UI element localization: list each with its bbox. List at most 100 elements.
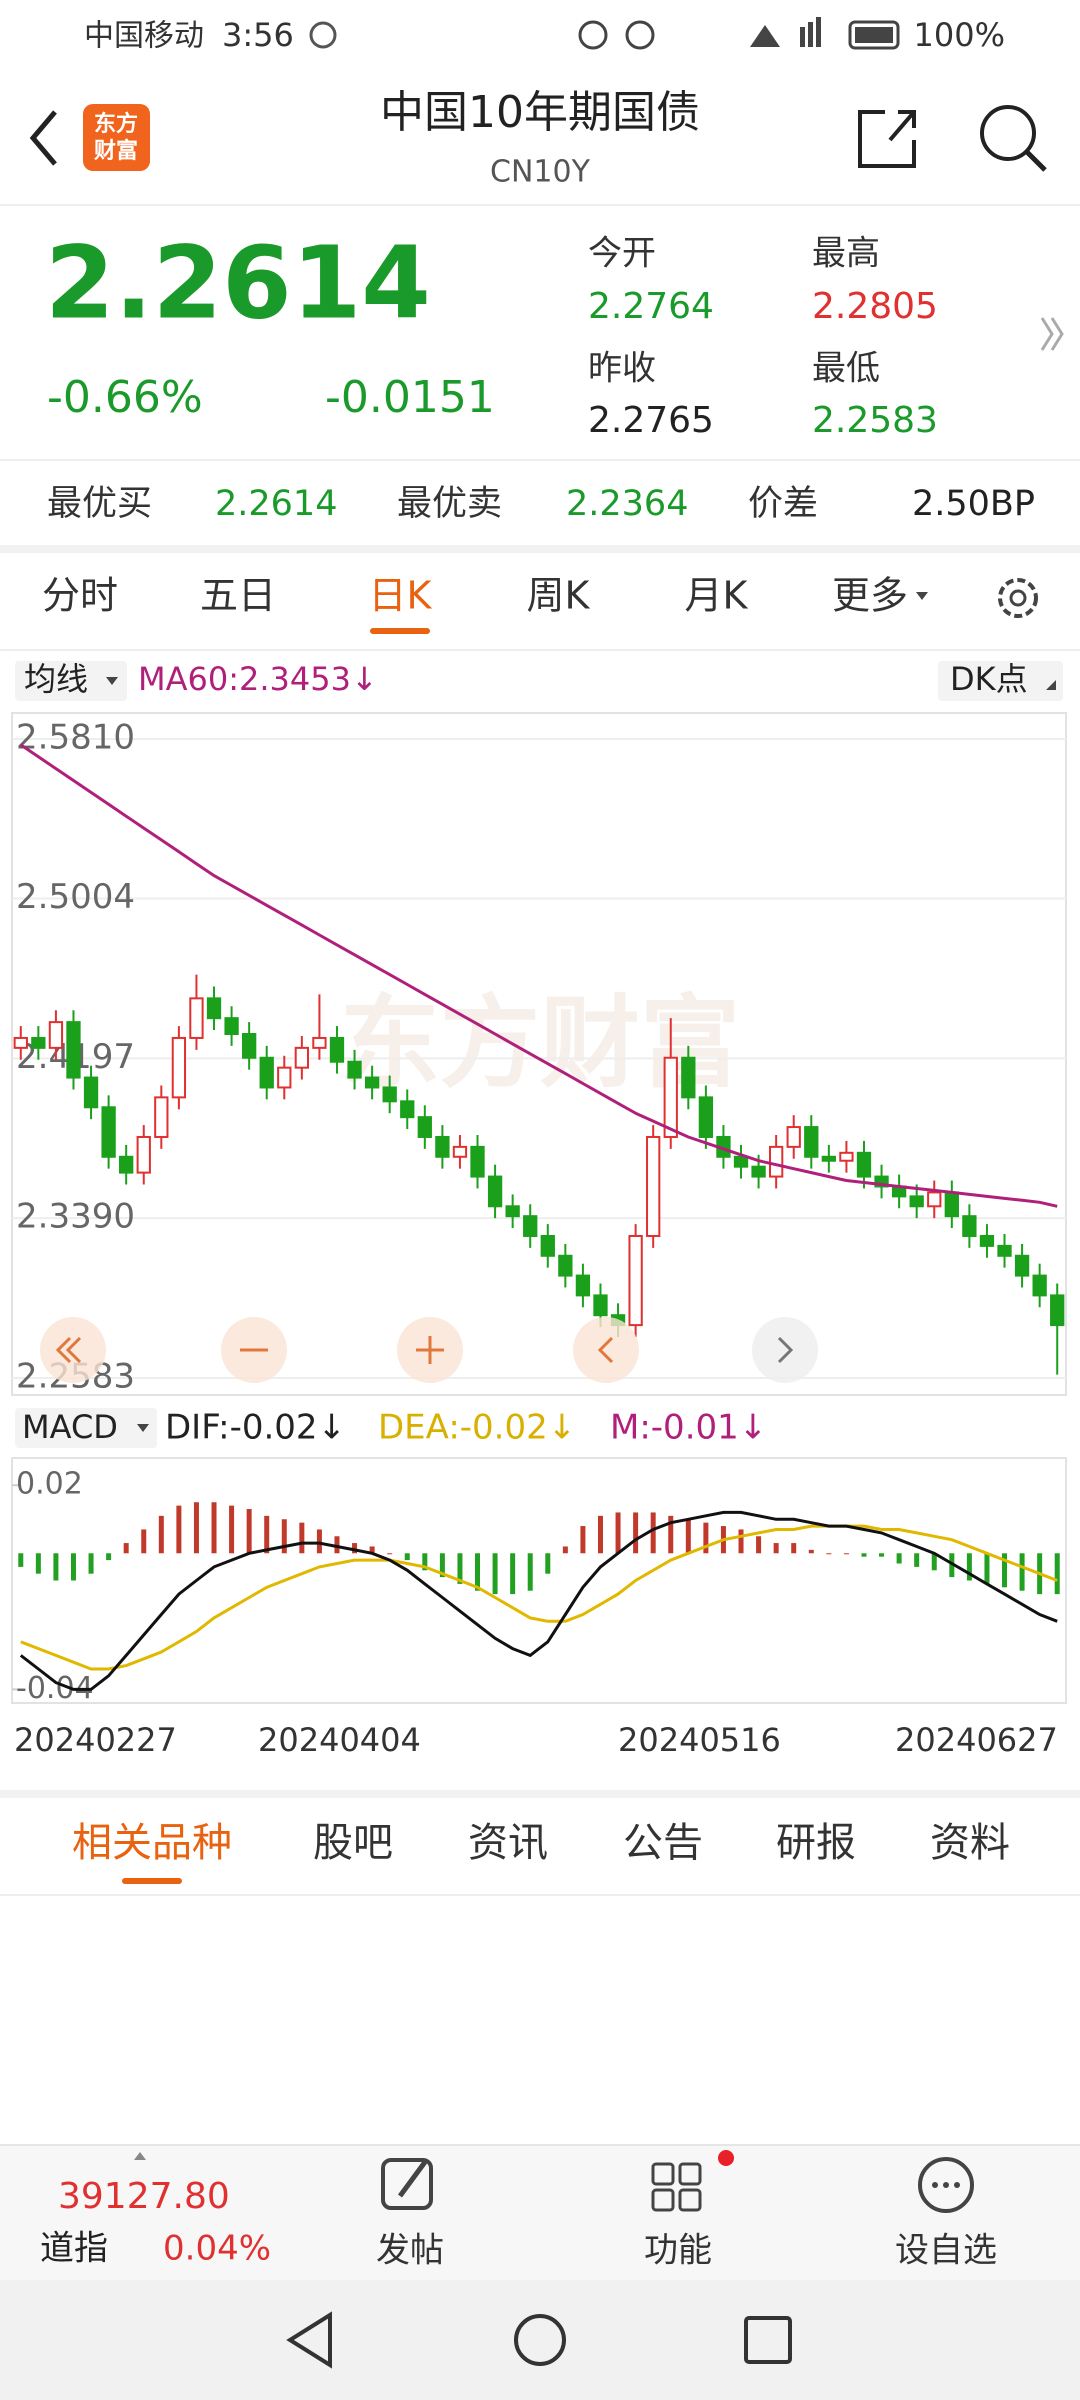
code: CN10Y xyxy=(490,155,591,190)
content-tab[interactable]: 研报 xyxy=(776,1820,856,1866)
nav-home[interactable] xyxy=(514,2314,566,2366)
candle-body xyxy=(277,1066,292,1089)
candle-body xyxy=(452,1145,468,1158)
candle-body xyxy=(663,1056,678,1138)
dk-button[interactable] xyxy=(938,661,1063,701)
macd-bar xyxy=(422,1553,428,1571)
macd-bar xyxy=(773,1543,779,1554)
macd-bar xyxy=(316,1529,322,1554)
macd-bar xyxy=(211,1502,217,1554)
candle-body xyxy=(189,997,204,1039)
macd-bar xyxy=(984,1553,990,1584)
period-tab[interactable]: 分时 xyxy=(42,574,118,618)
indicator-selector-text: 均线 xyxy=(24,660,88,698)
post-icon[interactable] xyxy=(381,2158,433,2210)
content-tab[interactable]: 资讯 xyxy=(468,1820,548,1866)
function-icon xyxy=(678,2162,702,2186)
macd-bar xyxy=(352,1543,358,1554)
stat-label: 今开 xyxy=(588,234,656,274)
scroll-start-icon xyxy=(55,1336,82,1364)
expand-button[interactable] xyxy=(1040,317,1064,351)
macd-bar xyxy=(597,1515,603,1554)
nav-recents[interactable] xyxy=(744,2316,792,2364)
search-handle xyxy=(1025,150,1047,172)
macd-bar xyxy=(914,1553,920,1567)
candle-body xyxy=(540,1234,555,1257)
macd-bar xyxy=(369,1546,375,1554)
signal-icon xyxy=(816,17,821,47)
content-tab[interactable]: 资料 xyxy=(930,1820,1010,1866)
macd-bar xyxy=(106,1553,112,1561)
macd-bar xyxy=(53,1553,59,1581)
macd-bar xyxy=(703,1522,709,1554)
macd-bar xyxy=(931,1553,937,1571)
indicator-selector[interactable] xyxy=(15,661,127,701)
content-tab[interactable]: 相关品种 xyxy=(72,1820,232,1866)
macd-bar xyxy=(1054,1553,1060,1595)
signal-icon xyxy=(800,27,805,47)
dropdown-arrow xyxy=(137,1424,149,1432)
candle-body xyxy=(470,1145,485,1178)
stat-value: 2.2764 xyxy=(588,286,714,327)
period-tab[interactable]: 更多 xyxy=(832,574,908,618)
candle-body xyxy=(224,1017,239,1035)
scroll-right-icon xyxy=(777,1336,794,1364)
candle-body xyxy=(593,1294,608,1317)
macd-bar xyxy=(141,1529,147,1554)
macd-bar xyxy=(580,1526,586,1554)
settings-button[interactable] xyxy=(998,578,1038,618)
nav-bar xyxy=(0,2280,1080,2400)
candle-body xyxy=(48,1021,64,1049)
dif-line xyxy=(19,1510,1058,1691)
candle-body xyxy=(909,1195,924,1208)
watchlist-dot xyxy=(954,2182,960,2188)
back-button[interactable] xyxy=(29,110,57,166)
candle-body xyxy=(628,1234,643,1327)
macd-bar xyxy=(475,1553,481,1591)
candle-body xyxy=(997,1244,1012,1257)
ma-label: MA60:2.3453↓ xyxy=(138,660,378,698)
candle-body xyxy=(347,1060,362,1079)
candle-body xyxy=(962,1215,977,1237)
macd-bar xyxy=(510,1553,516,1595)
period-tab[interactable]: 日K xyxy=(369,574,433,618)
nav-back[interactable] xyxy=(286,2311,332,2369)
candle-body xyxy=(136,1135,151,1174)
period-tab[interactable]: 周K xyxy=(527,574,591,618)
watermark: 东方财富 xyxy=(340,984,740,1101)
battery-text: 100% xyxy=(914,16,1005,54)
period-tab[interactable]: 五日 xyxy=(200,574,276,618)
macd-bar xyxy=(861,1553,867,1557)
scroll-start-button[interactable] xyxy=(40,1317,106,1383)
period-tab[interactable]: 月K xyxy=(685,574,749,618)
tab-underline xyxy=(370,628,430,634)
watchlist-icon[interactable] xyxy=(918,2157,974,2213)
macd-bar xyxy=(387,1553,393,1555)
macd-bar xyxy=(457,1553,463,1584)
candle-body xyxy=(979,1234,995,1247)
macd-bar xyxy=(264,1515,270,1554)
candle-body xyxy=(259,1056,274,1089)
macd-bar xyxy=(158,1515,164,1554)
function-icon[interactable] xyxy=(651,2162,675,2186)
x-tick-label: 20240404 xyxy=(258,1721,421,1759)
depth-label: 最优买 xyxy=(47,484,152,524)
scroll-left-button[interactable] xyxy=(573,1317,639,1383)
search-button[interactable] xyxy=(980,105,1036,161)
content-tab[interactable]: 公告 xyxy=(623,1820,703,1866)
macd-bar xyxy=(492,1553,498,1595)
action-label: 功能 xyxy=(644,2231,712,2271)
scroll-right-button[interactable] xyxy=(752,1317,818,1383)
content-tab[interactable]: 股吧 xyxy=(313,1820,393,1866)
content-tabs: 相关品种 股吧 资讯 公告 研报 资料 xyxy=(72,1820,1010,1884)
macd-selector[interactable] xyxy=(15,1408,157,1448)
chart-controls xyxy=(40,1317,818,1383)
macd-bar xyxy=(70,1553,76,1581)
share-button[interactable] xyxy=(858,110,916,168)
index-value[interactable]: 39127.80 xyxy=(58,2176,230,2217)
candle-body xyxy=(505,1205,520,1218)
macd-bar xyxy=(88,1553,94,1574)
post-icon-pen xyxy=(397,2160,428,2198)
macd-bar xyxy=(229,1505,235,1554)
